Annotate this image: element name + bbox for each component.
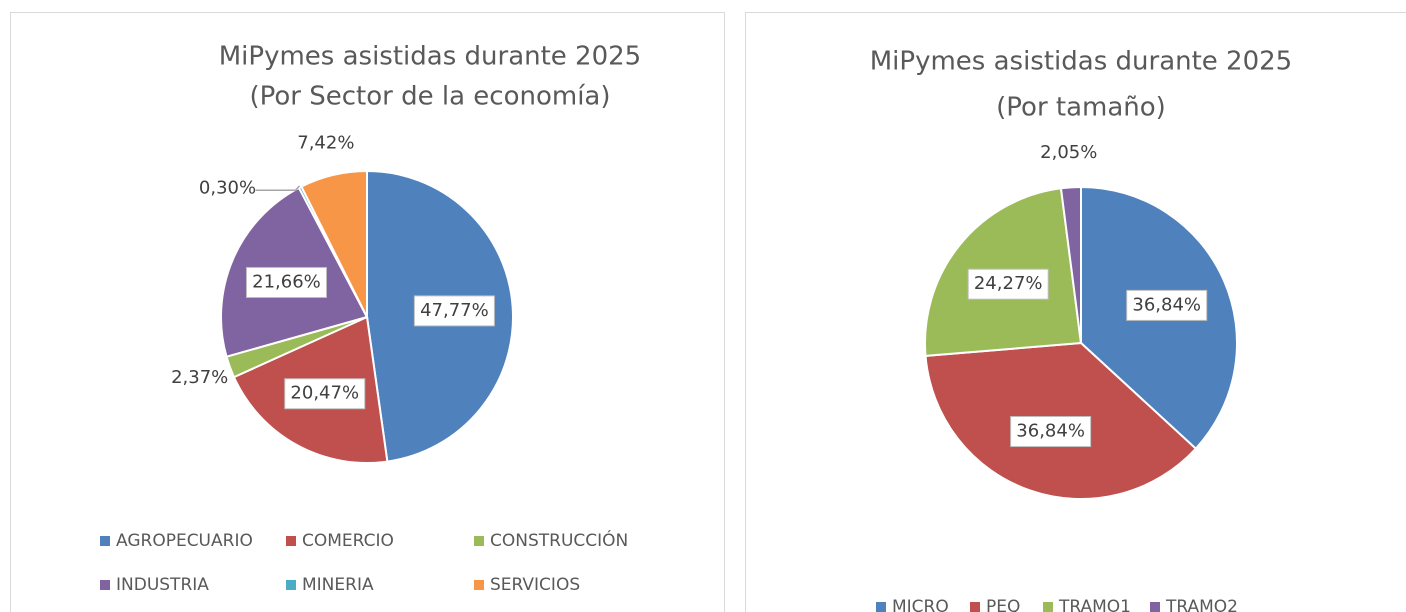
legend-label: INDUSTRIA — [116, 575, 209, 595]
chart-subtitle: (Por tamaño) — [996, 93, 1166, 123]
legend-swatch — [100, 536, 110, 546]
legend-swatch — [474, 536, 484, 546]
data-label: 2,37% — [171, 367, 228, 388]
data-label: 36,84% — [1016, 421, 1085, 442]
legend-label: COMERCIO — [302, 531, 394, 551]
legend-label: PEQ — [986, 597, 1020, 612]
label-box — [245, 266, 327, 298]
legend-label: MINERIA — [302, 575, 374, 595]
data-label: 7,42% — [297, 133, 354, 154]
legend-swatch — [474, 580, 484, 590]
label-box — [1010, 416, 1092, 448]
data-label: 20,47% — [290, 383, 359, 404]
leader-line — [255, 185, 301, 192]
label-box — [1126, 289, 1208, 321]
pie-slice — [1059, 185, 1082, 344]
legend-label: CONSTRUCCIÓN — [490, 529, 628, 551]
legend-swatch — [876, 602, 886, 612]
data-label: 36,84% — [1132, 294, 1201, 315]
chart-title: MiPymes asistidas durante 2025 — [219, 42, 641, 72]
pie-slice — [300, 169, 368, 318]
legend-label: SERVICIOS — [490, 575, 580, 595]
legend-label: MICRO — [892, 597, 949, 612]
legend-swatch — [1150, 602, 1160, 612]
chart-title: MiPymes asistidas durante 2025 — [870, 47, 1292, 77]
label-box — [284, 378, 366, 410]
chart-subtitle: (Por Sector de la economía) — [249, 82, 610, 112]
legend-label: TRAMO1 — [1058, 597, 1131, 612]
data-label: 0,30% — [199, 177, 256, 198]
legend-label: TRAMO2 — [1165, 597, 1238, 612]
legend-swatch — [970, 602, 980, 612]
legend-swatch — [286, 536, 296, 546]
data-label: 21,66% — [252, 271, 321, 292]
legend-swatch — [286, 580, 296, 590]
legend-label: AGROPECUARIO — [116, 531, 253, 551]
data-label: 47,77% — [420, 300, 489, 321]
label-box — [967, 268, 1049, 300]
legend-swatch — [1043, 602, 1053, 612]
data-label: 24,27% — [974, 273, 1043, 294]
label-box — [413, 295, 495, 327]
data-label: 2,05% — [1040, 142, 1097, 163]
legend-swatch — [100, 580, 110, 590]
